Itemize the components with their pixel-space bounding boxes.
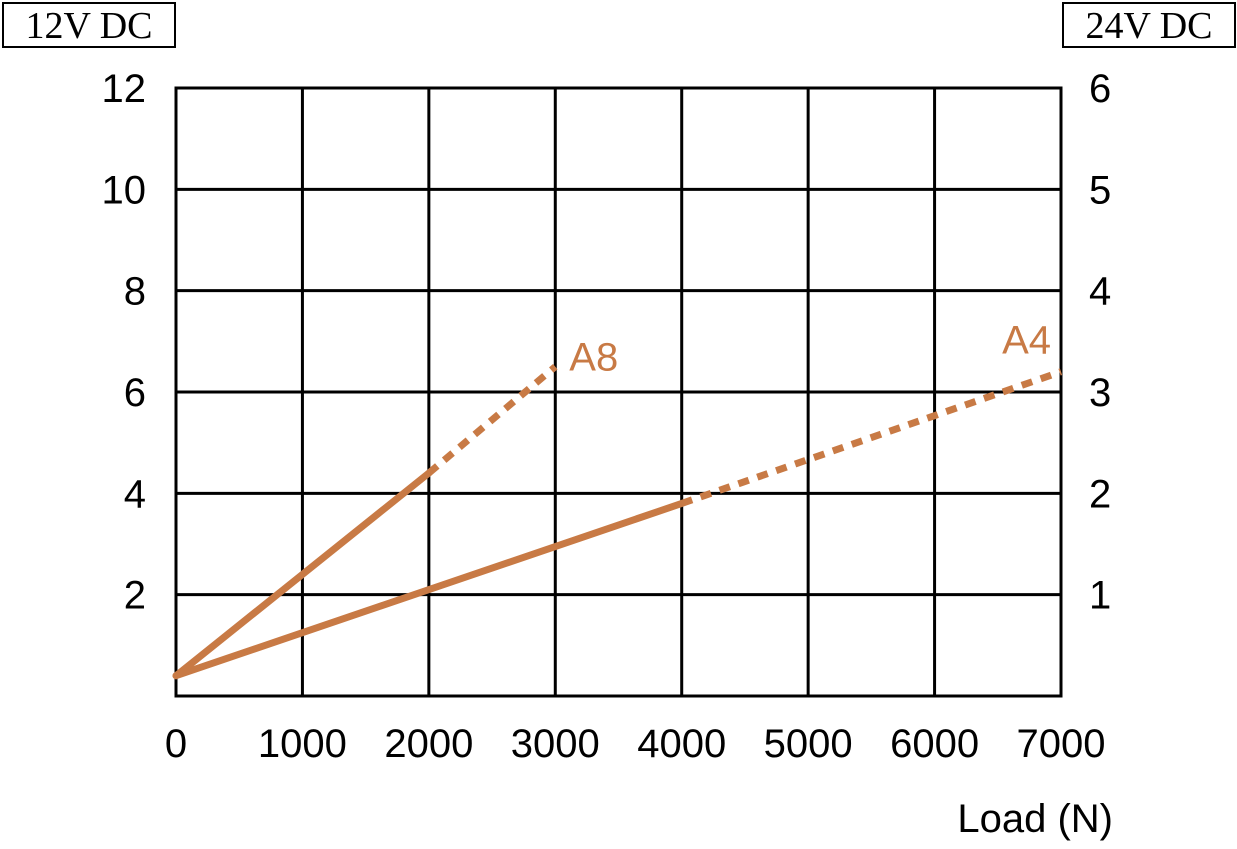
x-tick-label: 0: [165, 722, 187, 766]
left-tick-label: 8: [124, 270, 146, 314]
x-tick-label: 4000: [637, 722, 726, 766]
x-tick-label: 7000: [1017, 722, 1106, 766]
series-label-a4: A4: [1002, 319, 1051, 363]
right-tick-label: 1: [1089, 574, 1111, 618]
series-a8-solid-line: [172, 469, 433, 680]
right-axis-label-box: [1062, 2, 1236, 48]
right-tick-label: 2: [1089, 472, 1111, 516]
left-tick-label: 6: [124, 371, 146, 415]
right-tick-label: 5: [1089, 168, 1111, 212]
series-label-a8: A8: [569, 336, 618, 380]
left-tick-label: 10: [102, 168, 147, 212]
left-tick-label: 12: [102, 67, 147, 111]
series-lines: [172, 363, 1063, 680]
x-tick-label: 5000: [764, 722, 853, 766]
tick-labels: 0 1000 2000 3000 4000 5000 6000 700024681012123…: [102, 67, 1112, 766]
right-tick-label: 6: [1089, 67, 1111, 111]
series-labels: A8 A4: [569, 319, 1051, 380]
x-axis-label: Load (N): [957, 797, 1113, 841]
x-tick-label: 3000: [511, 722, 600, 766]
series-a4-solid-line: [172, 499, 686, 680]
series-a4-dotted-line: [680, 368, 1063, 507]
x-tick-label: 6000: [890, 722, 979, 766]
x-tick-label: 1000: [258, 722, 347, 766]
series-a8-dotted-line: [426, 363, 558, 476]
x-tick-label: 2000: [384, 722, 473, 766]
right-tick-label: 3: [1089, 371, 1111, 415]
right-axis-label: 24V DC: [1085, 5, 1212, 47]
left-axis-label: 12V DC: [25, 5, 152, 47]
grid: [174, 86, 1063, 698]
left-axis-label-box: [2, 2, 176, 48]
right-tick-label: 4: [1089, 270, 1111, 314]
left-tick-label: 4: [124, 472, 146, 516]
left-tick-label: 2: [124, 574, 146, 618]
